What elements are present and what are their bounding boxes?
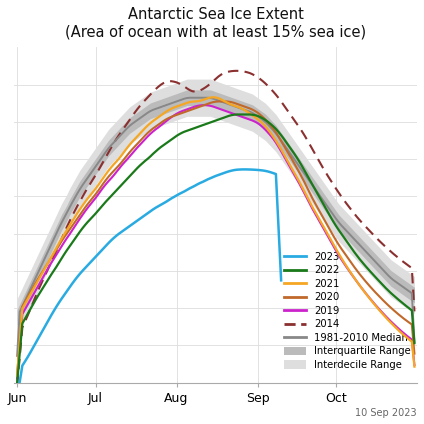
Text: 10 Sep 2023: 10 Sep 2023 [355,408,417,418]
Title: Antarctic Sea Ice Extent
(Area of ocean with at least 15% sea ice): Antarctic Sea Ice Extent (Area of ocean … [65,7,366,39]
Legend: 2023, 2022, 2021, 2020, 2019, 2014, 1981-2010 Median, Interquartile Range, Inter: 2023, 2022, 2021, 2020, 2019, 2014, 1981… [280,248,415,374]
